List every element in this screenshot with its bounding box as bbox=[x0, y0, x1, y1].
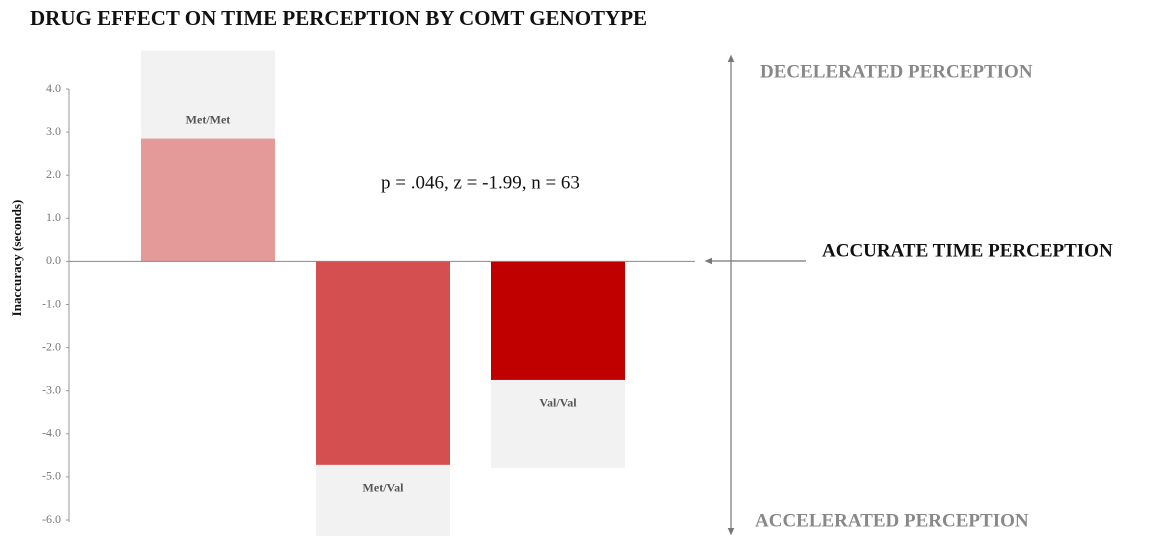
y-tick-label: 3.0 bbox=[46, 124, 61, 138]
category-label: Met/Met bbox=[186, 112, 231, 126]
y-tick-label: -4.0 bbox=[42, 426, 61, 440]
y-tick-label: -3.0 bbox=[42, 382, 61, 396]
annotation-bottom: ACCELERATED PERCEPTION bbox=[755, 510, 1029, 531]
bar bbox=[141, 138, 275, 262]
y-tick-label: 1.0 bbox=[46, 210, 61, 224]
y-tick-label: -5.0 bbox=[42, 469, 61, 483]
y-tick-label: 2.0 bbox=[46, 167, 61, 181]
y-tick-label: 0.0 bbox=[46, 253, 61, 267]
bar bbox=[491, 261, 625, 380]
y-axis-label: Inaccuracy (seconds) bbox=[9, 200, 24, 317]
label-box bbox=[141, 50, 275, 139]
bar bbox=[316, 261, 450, 465]
y-tick-label: -2.0 bbox=[42, 339, 61, 353]
y-tick-label: -1.0 bbox=[42, 296, 61, 310]
y-tick-label: -6.0 bbox=[42, 512, 61, 526]
category-label: Met/Val bbox=[363, 481, 405, 495]
stats-annotation: p = .046, z = -1.99, n = 63 bbox=[381, 172, 580, 193]
label-box bbox=[491, 379, 625, 468]
y-tick-label: 4.0 bbox=[46, 81, 61, 95]
chart-title: DRUG EFFECT ON TIME PERCEPTION BY COMT G… bbox=[30, 6, 647, 30]
annotation-middle: ACCURATE TIME PERCEPTION bbox=[822, 240, 1113, 261]
annotation-top: DECELERATED PERCEPTION bbox=[760, 61, 1033, 82]
label-box bbox=[316, 464, 450, 536]
category-label: Val/Val bbox=[539, 396, 577, 410]
